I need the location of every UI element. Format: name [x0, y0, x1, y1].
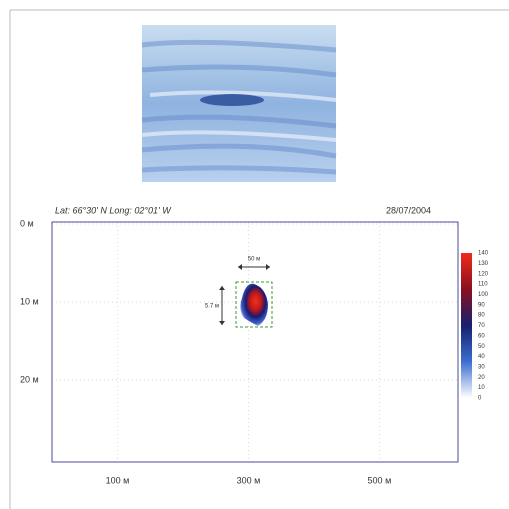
colorbar-tick-label: 20 — [478, 375, 485, 381]
colorbar-tick-label: 80 — [478, 313, 485, 319]
width-label: 50 м — [248, 257, 260, 263]
colorbar — [461, 253, 472, 398]
colorbar-tick-label: 0 — [478, 396, 482, 402]
height-label: 5.7 м — [205, 304, 219, 310]
fish-school — [219, 264, 272, 327]
colorbar-tick-label: 40 — [478, 354, 485, 360]
sea-photo — [142, 25, 336, 182]
colorbar-tick-label: 120 — [478, 271, 489, 277]
x-tick-label: 100 м — [106, 475, 130, 485]
x-tick-label: 500 м — [368, 475, 392, 485]
colorbar-tick-label: 100 — [478, 292, 489, 298]
colorbar-tick-label: 30 — [478, 365, 485, 371]
colorbar-tick-label: 10 — [478, 385, 485, 391]
y-tick-label: 20 м — [20, 374, 39, 384]
figure: Lat: 66°30' N Long: 02°01' W 28/07/2004 … — [0, 0, 509, 509]
colorbar-tick-label: 140 — [478, 251, 489, 257]
x-tick-label: 300 м — [237, 475, 261, 485]
y-tick-label: 10 м — [20, 296, 39, 306]
colorbar-tick-label: 50 — [478, 344, 485, 350]
colorbar-tick-label: 110 — [478, 282, 488, 288]
colorbar-tick-label: 60 — [478, 333, 485, 339]
date: 28/07/2004 — [386, 205, 431, 215]
y-tick-label: 0 м — [20, 218, 34, 228]
colorbar-tick-label: 70 — [478, 323, 485, 329]
colorbar-tick-label: 130 — [478, 261, 489, 267]
position: Lat: 66°30' N Long: 02°01' W — [55, 205, 172, 215]
colorbar-tick-label: 90 — [478, 302, 485, 308]
